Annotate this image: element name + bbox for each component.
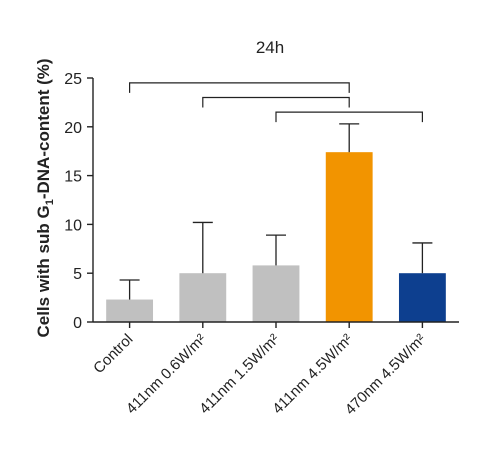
bar-0 — [106, 299, 154, 322]
y-tick-label-3: 15 — [64, 169, 82, 186]
y-axis-label-main: Cells with sub G — [34, 205, 53, 337]
error-bars-group — [119, 123, 433, 300]
y-tick-label-4: 20 — [64, 120, 82, 137]
y-axis-label-subscript: 1 — [44, 199, 56, 205]
chart-title: 24h — [256, 38, 284, 57]
significance-bracket-2 — [275, 111, 423, 123]
significance-brackets — [129, 82, 423, 123]
x-tick-label-0: Control — [90, 331, 136, 377]
bar-1 — [179, 273, 227, 322]
y-axis-label-rest: -DNA-content (%) — [34, 58, 53, 199]
bar-4 — [398, 273, 446, 322]
significance-bracket-0 — [129, 82, 350, 93]
bar-3 — [325, 152, 373, 322]
bar-2 — [252, 265, 300, 322]
significance-bracket-1 — [202, 96, 350, 108]
y-axis-label: Cells with sub G1-DNA-content (%) — [34, 58, 56, 337]
y-tick-label-2: 10 — [64, 217, 82, 234]
y-tick-label-1: 5 — [73, 266, 82, 283]
y-tick-label-5: 25 — [64, 71, 82, 88]
y-tick-label-0: 0 — [73, 315, 82, 332]
bars-group — [106, 152, 446, 322]
